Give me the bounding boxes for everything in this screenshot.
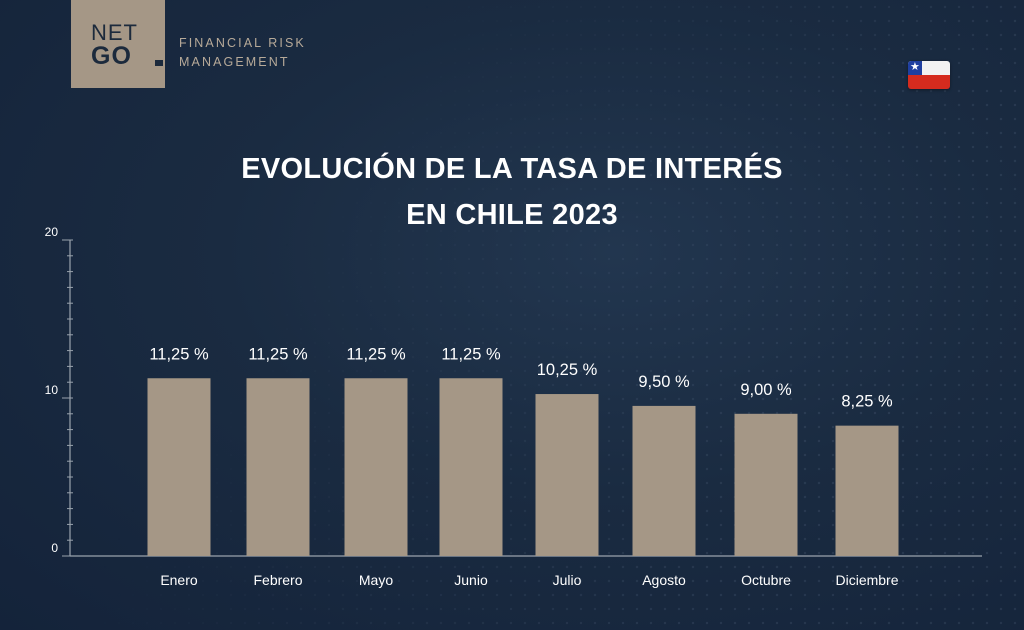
bar [147,378,211,556]
bar-value-label: 8,25 % [841,393,893,411]
logo-dot-mark [155,60,163,66]
y-tick-label: 20 [45,225,59,239]
y-tick-label: 10 [45,383,59,397]
x-tick-label: Febrero [253,572,302,588]
logo-text-net: NET [91,20,138,45]
flag-star-icon: ★ [910,61,920,73]
x-tick-label: Julio [553,572,582,588]
flag-red-stripe [908,75,950,89]
bar-value-label: 11,25 % [346,345,406,363]
bar-value-label: 9,00 % [740,381,792,399]
bar [632,405,696,556]
bar-value-label: 11,25 % [149,345,209,363]
bar-value-label: 9,50 % [638,373,690,391]
chart-title-line-2: EN CHILE 2023 [406,199,618,231]
bar-value-label: 11,25 % [248,345,308,363]
y-tick-label: 0 [51,541,58,555]
tagline-line-2: MANAGEMENT [179,55,290,69]
bar [439,378,503,556]
x-tick-label: Mayo [359,572,393,588]
tagline-line-1: FINANCIAL RISK [179,36,306,50]
flag-blue-canton: ★ [908,61,922,75]
logo-text-go: GO [91,42,132,70]
bar [344,378,408,556]
x-tick-label: Enero [160,572,198,588]
x-tick-label: Octubre [741,572,791,588]
bar-value-label: 11,25 % [441,345,501,363]
chile-flag-icon: ★ [908,61,950,89]
bar-value-label: 10,25 % [537,361,598,379]
chart-title-line-1: EVOLUCIÓN DE LA TASA DE INTERÉS [241,153,783,185]
bar [734,413,798,556]
x-tick-label: Agosto [642,572,686,588]
company-tagline: FINANCIAL RISK MANAGEMENT [179,34,339,72]
bar [246,378,310,556]
netgo-logo: NET GO [71,0,165,88]
bar [835,425,899,556]
bar [535,394,599,556]
x-tick-label: Junio [454,572,488,588]
x-tick-label: Diciembre [835,572,898,588]
chart-title: EVOLUCIÓN DE LA TASA DE INTERÉS EN CHILE… [0,146,1024,238]
